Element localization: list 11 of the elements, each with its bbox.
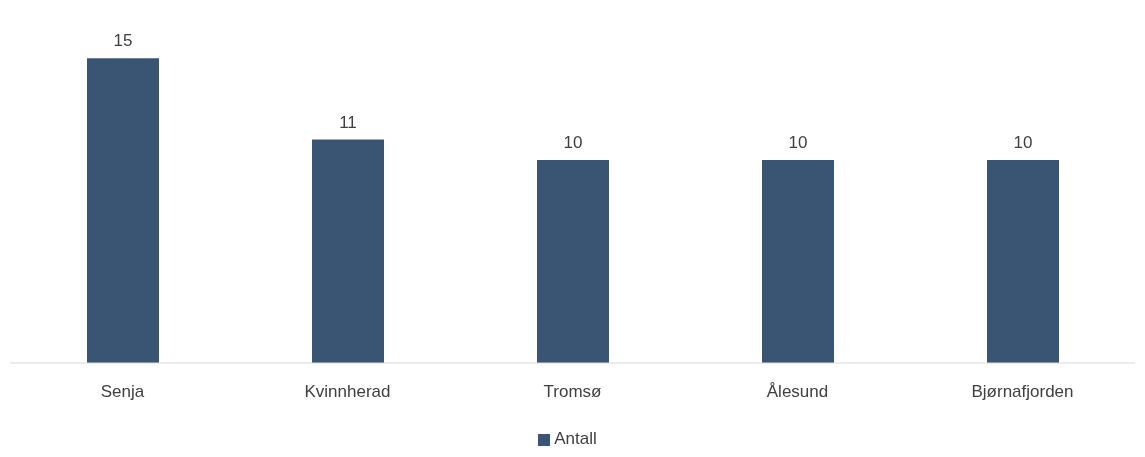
data-label: 10 <box>788 132 808 152</box>
data-label: 10 <box>563 132 583 152</box>
x-tick-label: Ålesund <box>766 382 829 402</box>
x-tick-label: Kvinnherad <box>304 382 391 402</box>
data-label: 11 <box>339 112 357 132</box>
legend-label: Antall <box>554 429 597 448</box>
data-label: 10 <box>1013 132 1033 152</box>
x-tick-label: Tromsø <box>543 382 602 402</box>
x-tick-label: Bjørnafjorden <box>971 382 1074 402</box>
x-tick-label: Senja <box>100 382 145 402</box>
data-label: 15 <box>113 31 133 51</box>
